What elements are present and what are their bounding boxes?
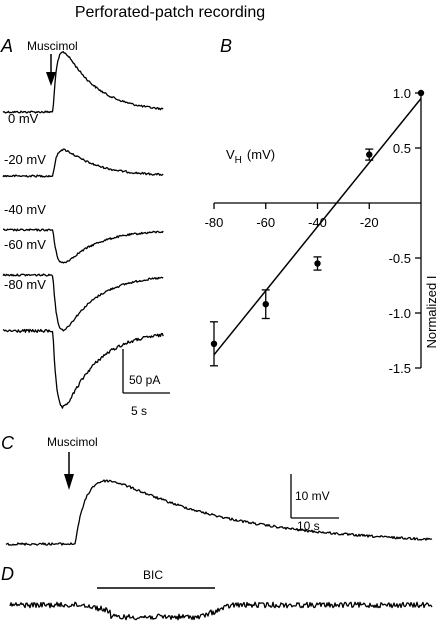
holding-potential-label: -20 mV <box>4 152 46 167</box>
data-point <box>417 89 425 97</box>
scalebar-c <box>290 474 339 519</box>
muscimol-label-c: Muscimol <box>47 435 98 449</box>
y-tick-label: -1.0 <box>389 306 411 321</box>
scalebar-voltage-label: 10 mV <box>295 489 330 503</box>
x-tick-label: -60 <box>256 215 275 230</box>
data-point <box>210 340 218 347</box>
data-point <box>262 301 269 308</box>
panel-label-c: C <box>1 433 15 453</box>
scalebar-time-label-c: 10 s <box>297 519 320 533</box>
y-tick-label: -1.5 <box>389 361 411 376</box>
holding-potential-label: 0 mV <box>8 111 39 126</box>
holding-potential-label: -80 mV <box>4 277 46 292</box>
x-tick-label: -80 <box>205 215 224 230</box>
current-trace <box>2 51 164 114</box>
panel-label-a: A <box>0 36 13 56</box>
voltage-trace-d <box>9 601 433 621</box>
x-tick-label: -40 <box>308 215 327 230</box>
current-trace <box>2 148 164 178</box>
panel-label-b: B <box>220 36 232 56</box>
voltage-trace-c <box>5 479 433 546</box>
data-point <box>366 151 373 158</box>
iv-chart: -80 -60 -40 -20 1.0 0.5 -0.5 -1.0 -1.5 <box>205 86 425 376</box>
current-trace <box>2 328 164 409</box>
x-axis-label-v: V <box>226 147 235 162</box>
holding-potential-labels: 0 mV -20 mV -40 mV -60 mV -80 mV <box>4 111 46 292</box>
current-traces <box>2 51 164 409</box>
y-tick-label: -0.5 <box>389 251 411 266</box>
muscimol-arrow-c <box>64 452 74 490</box>
x-axis-label: VH (mV) <box>226 147 275 166</box>
muscimol-label-a: Muscimol <box>27 39 78 53</box>
current-trace <box>2 273 164 332</box>
holding-potential-label: -60 mV <box>4 237 46 252</box>
holding-potential-label: -40 mV <box>4 202 46 217</box>
panel-label-d: D <box>1 564 14 584</box>
figure-title: Perforated-patch recording <box>75 4 265 21</box>
fit-line <box>213 98 422 356</box>
y-tick-label: 1.0 <box>393 86 411 101</box>
scalebar-time-label-a: 5 s <box>131 404 147 418</box>
scalebar-a <box>122 349 170 394</box>
bic-label: BIC <box>143 568 163 582</box>
y-tick-label: 0.5 <box>393 141 411 156</box>
muscimol-arrow-a <box>46 54 56 86</box>
data-point <box>314 260 321 267</box>
scalebar-current-label: 50 pA <box>129 373 160 387</box>
y-axis-label: Normalized I <box>424 276 439 349</box>
x-axis-label-unit: (mV) <box>247 147 275 162</box>
x-axis-label-sub: H <box>235 155 242 166</box>
x-tick-label: -20 <box>360 215 379 230</box>
current-trace <box>2 228 164 264</box>
